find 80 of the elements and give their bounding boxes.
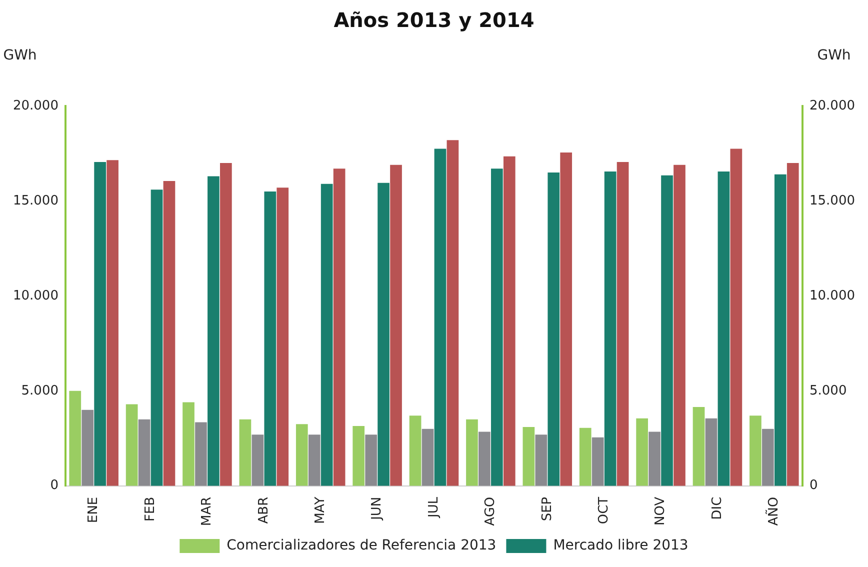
bar <box>126 404 138 486</box>
y2-tick-label: 15.000 <box>810 193 856 208</box>
bar <box>150 190 163 486</box>
bar <box>478 432 490 486</box>
bar <box>208 176 220 486</box>
bar <box>648 432 660 486</box>
bar <box>220 162 232 486</box>
bar <box>138 419 150 486</box>
y-tick-label: 10.000 <box>12 288 58 304</box>
x-tick-label: OCT <box>596 496 612 524</box>
bar <box>636 418 648 486</box>
bar <box>604 172 616 486</box>
bar <box>718 172 730 486</box>
bar <box>705 418 718 486</box>
chart-title: Años 2013 y 2014 <box>334 8 534 32</box>
bar <box>296 424 308 486</box>
bar <box>466 419 478 486</box>
bar <box>774 174 786 486</box>
bar <box>106 160 118 486</box>
bar <box>616 162 629 486</box>
bar <box>661 175 673 486</box>
x-tick-label: JUL <box>426 496 442 518</box>
bar <box>434 148 446 486</box>
legend-label: Comercializadores de Referencia 2013 <box>226 538 496 554</box>
bar <box>491 168 503 486</box>
bar <box>308 434 320 486</box>
bar <box>378 182 390 486</box>
bar <box>409 416 422 486</box>
y2-tick-label: 0 <box>810 478 818 494</box>
y2-axis-title: GWh <box>817 48 851 64</box>
bar <box>182 402 194 486</box>
x-tick-label: ENE <box>86 496 102 524</box>
bar <box>548 172 560 486</box>
legend-label: Mercado libre 2013 <box>553 538 688 554</box>
y-tick-label: 20.000 <box>12 98 58 114</box>
y2-tick-label: 5.000 <box>810 383 847 398</box>
bar <box>276 188 289 486</box>
bar <box>69 390 82 486</box>
bar <box>730 148 742 486</box>
bar <box>535 434 548 486</box>
x-tick-label: MAY <box>312 496 328 524</box>
y-tick-label: 15.000 <box>12 193 58 208</box>
y-tick-label: 5.000 <box>21 383 58 398</box>
bar <box>195 422 207 486</box>
bar <box>365 434 377 486</box>
bar <box>592 437 604 486</box>
x-tick-label: JUN <box>370 496 385 521</box>
bar <box>762 428 774 486</box>
x-tick-label: DIC <box>710 496 725 520</box>
x-tick-label: MAR <box>200 496 215 526</box>
bar <box>82 410 94 486</box>
bar <box>503 156 516 486</box>
bar <box>522 426 535 486</box>
bar <box>252 434 264 486</box>
x-tick-label: AGO <box>483 496 498 526</box>
y2-tick-label: 10.000 <box>810 288 856 304</box>
y2-tick-label: 20.000 <box>810 98 856 114</box>
y-tick-label: 0 <box>50 478 58 494</box>
bar <box>750 416 762 486</box>
x-tick-label: AÑO <box>766 496 782 526</box>
bar <box>264 191 276 486</box>
bar <box>560 152 572 486</box>
bar <box>446 140 459 486</box>
bar <box>786 162 799 486</box>
bar <box>422 428 434 486</box>
bar <box>239 419 252 486</box>
bar <box>94 162 106 486</box>
bar <box>320 184 333 486</box>
x-tick-label: FEB <box>142 496 158 522</box>
bar <box>352 426 365 486</box>
bar <box>579 428 592 486</box>
bar <box>333 168 346 486</box>
bar <box>674 164 686 486</box>
y-axis-title: GWh <box>3 48 37 64</box>
x-tick-label: NOV <box>653 496 668 526</box>
x-tick-label: ABR <box>256 496 272 524</box>
bar <box>390 164 402 486</box>
x-tick-label: SEP <box>540 496 555 522</box>
bar <box>163 181 176 486</box>
bar <box>692 407 705 486</box>
